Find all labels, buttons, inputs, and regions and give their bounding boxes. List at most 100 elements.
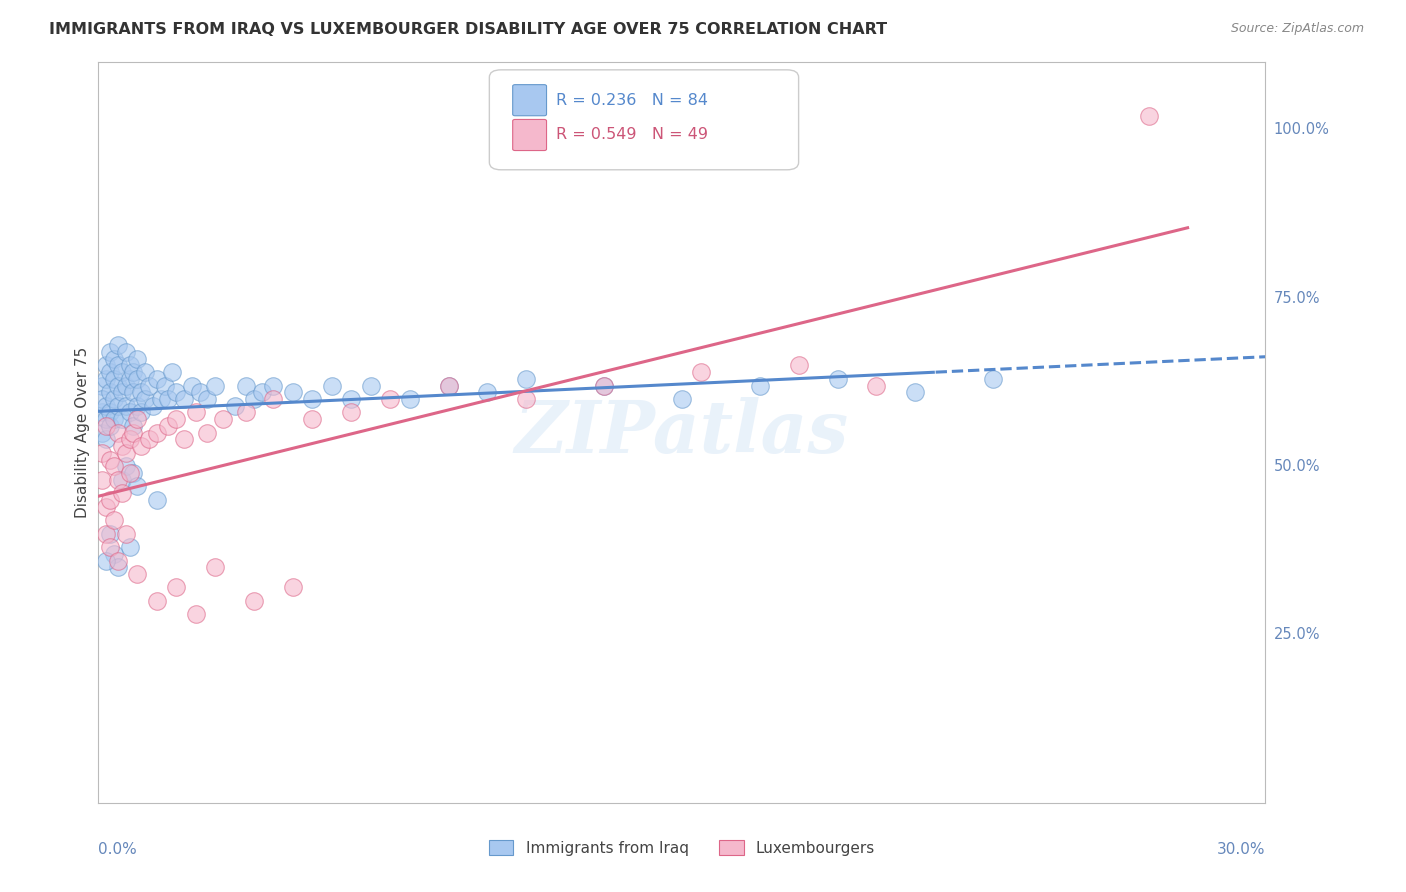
Point [340, 405, 363, 419]
Point [204, 560, 226, 574]
Point [98, 540, 121, 554]
Point [98, 405, 121, 419]
Point [301, 412, 323, 426]
Point [111, 473, 134, 487]
Point [235, 378, 257, 392]
Point [111, 439, 134, 453]
Text: 100.0%: 100.0% [1274, 122, 1330, 137]
Point [98, 418, 121, 433]
Point [98, 452, 121, 467]
Point [593, 378, 616, 392]
Point [127, 399, 149, 413]
Point [96, 372, 118, 386]
Point [111, 385, 134, 400]
Point [122, 466, 145, 480]
Point [111, 365, 134, 379]
Point [134, 392, 156, 406]
Point [173, 433, 195, 447]
Point [146, 594, 169, 608]
Point [146, 372, 169, 386]
Point [107, 359, 129, 373]
Point [195, 425, 218, 440]
Point [98, 385, 121, 400]
Point [437, 378, 460, 392]
Point [165, 385, 187, 400]
Point [129, 385, 152, 400]
Point [142, 399, 165, 413]
Point [340, 392, 363, 406]
Point [748, 378, 770, 392]
Point [134, 365, 156, 379]
Point [165, 412, 187, 426]
Point [301, 392, 323, 406]
Point [118, 372, 141, 386]
Point [91, 473, 114, 487]
Point [593, 378, 616, 392]
Point [91, 446, 114, 460]
Point [118, 540, 141, 554]
Point [111, 486, 134, 500]
Point [981, 372, 1004, 386]
FancyBboxPatch shape [489, 70, 799, 169]
FancyBboxPatch shape [513, 120, 547, 151]
Point [138, 378, 160, 392]
Point [157, 418, 180, 433]
Point [212, 412, 235, 426]
Point [690, 365, 713, 379]
Point [96, 412, 118, 426]
Point [157, 392, 180, 406]
Point [96, 433, 118, 447]
Point [98, 526, 121, 541]
Text: 0.0%: 0.0% [98, 842, 138, 856]
Point [250, 385, 273, 400]
Point [515, 372, 537, 386]
Point [398, 392, 420, 406]
Point [118, 359, 141, 373]
Point [129, 405, 152, 419]
Point [103, 372, 125, 386]
Point [114, 378, 136, 392]
Point [224, 399, 246, 413]
Text: ZIPatlas: ZIPatlas [515, 397, 849, 468]
Point [827, 372, 849, 386]
Point [114, 446, 136, 460]
Point [103, 351, 125, 366]
Point [127, 479, 149, 493]
Point [188, 385, 211, 400]
Point [138, 433, 160, 447]
Point [114, 344, 136, 359]
Point [107, 473, 129, 487]
Point [96, 526, 118, 541]
Point [103, 513, 125, 527]
Y-axis label: Disability Age Over 75: Disability Age Over 75 [75, 347, 90, 518]
Point [162, 365, 184, 379]
Legend: Immigrants from Iraq, Luxembourgers: Immigrants from Iraq, Luxembourgers [482, 834, 882, 862]
Text: R = 0.236   N = 84: R = 0.236 N = 84 [555, 93, 707, 108]
Point [107, 425, 129, 440]
Text: 30.0%: 30.0% [1218, 842, 1265, 856]
Point [437, 378, 460, 392]
Point [129, 439, 152, 453]
Point [173, 392, 195, 406]
Point [127, 412, 149, 426]
Point [122, 425, 145, 440]
Point [107, 399, 129, 413]
Point [103, 392, 125, 406]
Text: R = 0.549   N = 49: R = 0.549 N = 49 [555, 128, 707, 143]
Point [98, 344, 121, 359]
Point [107, 378, 129, 392]
Text: 75.0%: 75.0% [1274, 291, 1320, 305]
Point [146, 492, 169, 507]
Point [122, 418, 145, 433]
Point [103, 547, 125, 561]
Point [262, 378, 284, 392]
Point [96, 500, 118, 514]
Point [321, 378, 343, 392]
Point [184, 405, 207, 419]
Point [671, 392, 693, 406]
Text: IMMIGRANTS FROM IRAQ VS LUXEMBOURGER DISABILITY AGE OVER 75 CORRELATION CHART: IMMIGRANTS FROM IRAQ VS LUXEMBOURGER DIS… [49, 22, 887, 37]
Text: Source: ZipAtlas.com: Source: ZipAtlas.com [1230, 22, 1364, 36]
Point [262, 392, 284, 406]
Point [122, 385, 145, 400]
Point [1137, 109, 1160, 123]
